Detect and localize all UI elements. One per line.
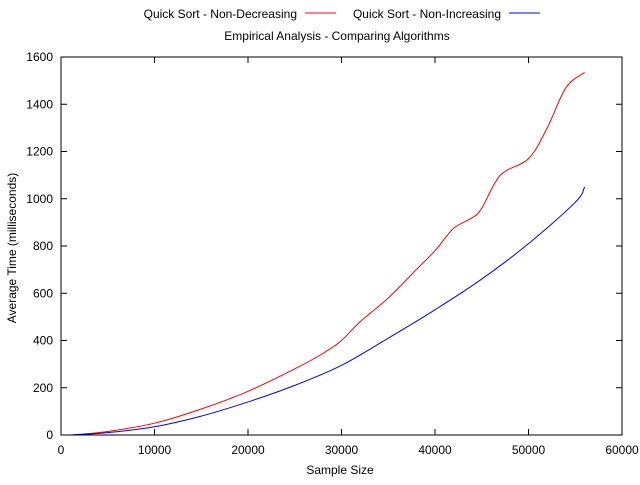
y-tick-label: 800 bbox=[33, 239, 53, 253]
y-axis-label: Average Time (milliseconds) bbox=[5, 173, 19, 324]
y-tick-label: 1000 bbox=[26, 192, 53, 206]
legend-label: Quick Sort - Non-Increasing bbox=[353, 7, 501, 21]
x-tick-label: 0 bbox=[58, 443, 65, 457]
y-tick-label: 200 bbox=[33, 381, 53, 395]
series-line-2 bbox=[70, 186, 586, 436]
y-tick-label: 600 bbox=[33, 286, 53, 300]
x-tick-label: 20000 bbox=[231, 443, 265, 457]
x-axis-label: Sample Size bbox=[306, 463, 374, 477]
x-tick-label: 40000 bbox=[418, 443, 452, 457]
x-tick-label: 10000 bbox=[138, 443, 172, 457]
y-tick-label: 1600 bbox=[26, 50, 53, 64]
legend: Quick Sort - Non-Decreasing Quick Sort -… bbox=[144, 7, 540, 21]
x-tick-label: 30000 bbox=[325, 443, 359, 457]
x-tick-label: 60000 bbox=[605, 443, 639, 457]
y-tick-label: 0 bbox=[46, 428, 53, 442]
y-tick-label: 400 bbox=[33, 334, 53, 348]
axis-ticks: 0 10000 20000 30000 40000 50000 60000 0 200 400 60… bbox=[26, 50, 639, 457]
y-tick-label: 1400 bbox=[26, 97, 53, 111]
legend-label: Quick Sort - Non-Decreasing bbox=[144, 7, 297, 21]
series-lines bbox=[70, 71, 586, 436]
x-tick-label: 50000 bbox=[512, 443, 546, 457]
plot-area-border bbox=[60, 56, 623, 436]
chart-title: Empirical Analysis - Comparing Algorithm… bbox=[224, 29, 449, 43]
series-line-1 bbox=[70, 71, 585, 436]
y-tick-label: 1200 bbox=[26, 145, 53, 159]
